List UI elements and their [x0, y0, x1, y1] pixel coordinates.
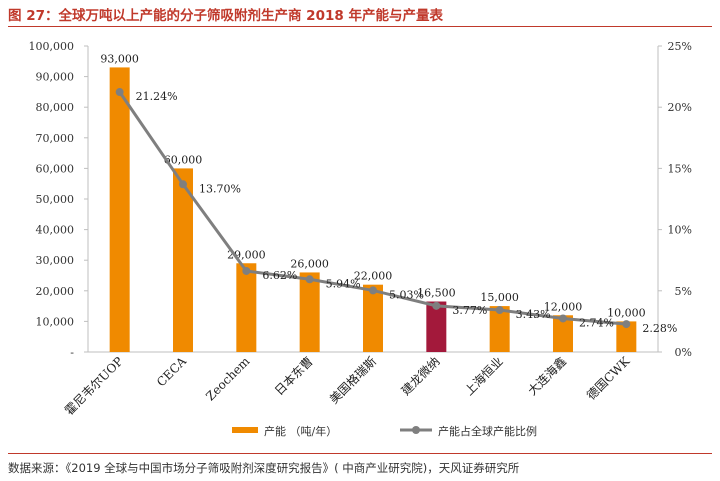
- share-point: [305, 275, 314, 284]
- source-divider: [8, 453, 712, 454]
- legend-line-label: 产能占全球产能比例: [438, 424, 537, 438]
- share-point: [622, 320, 631, 329]
- share-value-label: 21.24%: [136, 90, 178, 103]
- category-label: 美国格瑞斯: [326, 354, 379, 407]
- bar-霍尼韦尔UOP: [109, 67, 130, 353]
- left-tick-label: 100,000: [29, 40, 75, 53]
- bar-日本东曹: [299, 272, 320, 352]
- category-label: 德国CWK: [583, 353, 633, 403]
- share-point: [242, 266, 251, 275]
- share-value-label: 3.43%: [516, 308, 551, 321]
- category-label: 建龙微纳: [399, 354, 443, 398]
- category-label: 上海恒业: [461, 354, 506, 399]
- share-point: [179, 180, 187, 189]
- share-value-label: 2.28%: [642, 322, 677, 335]
- bar-value-label: 10,000: [607, 306, 646, 319]
- legend-line-marker: [412, 426, 420, 434]
- bar-value-label: 60,000: [164, 153, 203, 166]
- share-value-label: 6.62%: [262, 269, 297, 282]
- source-note: 数据来源：《2019 全球与中国市场分子筛吸附剂深度研究报告》( 中商产业研究院…: [8, 461, 520, 475]
- bar-德国CWK: [616, 321, 637, 352]
- bar-value-label: 93,000: [100, 52, 139, 65]
- category-label: 日本东曹: [272, 354, 316, 398]
- share-value-label: 2.74%: [579, 316, 614, 329]
- share-point: [115, 88, 124, 97]
- legend-bar-label: 产能 （吨/年）: [264, 424, 337, 438]
- bar-value-label: 12,000: [544, 300, 583, 313]
- left-tick-label: 20,000: [36, 285, 75, 298]
- category-label: CECA: [154, 354, 189, 389]
- share-point: [559, 314, 567, 323]
- bar-value-label: 22,000: [354, 270, 393, 283]
- left-tick-label: 10,000: [36, 315, 75, 328]
- share-point: [495, 306, 504, 315]
- share-value-label: 5.03%: [389, 288, 424, 301]
- share-value-label: 5.94%: [326, 277, 361, 290]
- share-value-label: 13.70%: [199, 182, 241, 195]
- left-tick-label: 30,000: [36, 254, 75, 267]
- bar-美国格瑞斯: [363, 284, 383, 352]
- title-divider: [8, 26, 712, 27]
- right-tick-label: 10%: [668, 224, 692, 237]
- right-tick-label: 25%: [668, 40, 692, 53]
- figure-title: 图 27：全球万吨以上产能的分子筛吸附剂生产商 2018 年产能与产量表: [8, 8, 443, 24]
- bar-上海恒业: [489, 306, 510, 352]
- right-tick-label: 15%: [668, 162, 692, 175]
- left-tick-label: -: [70, 346, 74, 359]
- right-tick-label: 20%: [668, 101, 692, 114]
- bar-建龙微纳: [426, 301, 447, 352]
- left-tick-label: 70,000: [36, 132, 75, 145]
- capacity-chart: - 10,000 20,000 30,000 40,000 50,000 60,000 70,…: [29, 40, 693, 438]
- left-tick-label: 90,000: [36, 71, 75, 84]
- bar-Zeochem: [236, 263, 257, 352]
- right-tick-label: 5%: [675, 285, 692, 298]
- category-label: 大连海鑫: [525, 354, 570, 399]
- bar-value-label: 16,500: [417, 287, 456, 300]
- left-tick-label: 50,000: [36, 193, 75, 206]
- right-tick-label: 0%: [675, 346, 692, 359]
- bar-大连海鑫: [553, 315, 573, 352]
- left-tick-label: 40,000: [36, 224, 75, 237]
- bar-CECA: [173, 168, 193, 352]
- bar-value-label: 15,000: [480, 291, 519, 304]
- left-tick-label: 60,000: [36, 162, 75, 175]
- share-value-label: 3.77%: [452, 304, 487, 317]
- category-label: 霍尼韦尔UOP: [61, 354, 125, 418]
- left-tick-label: 80,000: [36, 101, 75, 114]
- share-point: [432, 301, 441, 310]
- bar-value-label: 26,000: [290, 257, 329, 270]
- category-label: Zeochem: [203, 354, 253, 404]
- share-point: [369, 286, 377, 295]
- legend-bar-swatch: [232, 427, 258, 433]
